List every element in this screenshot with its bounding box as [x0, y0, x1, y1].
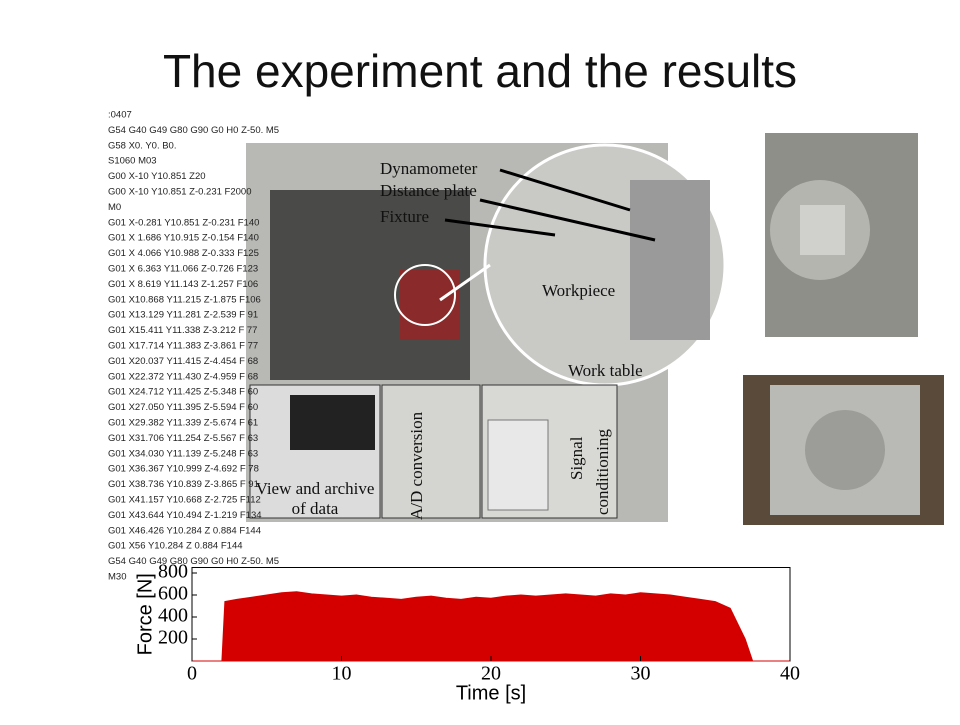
- gcode-line: G54 G40 G49 G80 G90 G0 H0 Z-50. M5: [108, 125, 279, 136]
- y-tick-label: 400: [158, 605, 188, 627]
- gcode-listing: :0407 G54 G40 G49 G80 G90 G0 H0 Z-50. M5 G…: [108, 110, 279, 583]
- photo-label: Fixture: [380, 207, 429, 226]
- gcode-line: G01 X43.644 Y10.494 Z-1.219 F134: [108, 510, 262, 521]
- y-tick-label: 200: [158, 627, 188, 649]
- gcode-line: G01 X29.382 Y11.339 Z-5.674 F 61: [108, 418, 258, 429]
- gcode-line: G01 X34.030 Y11.139 Z-5.248 F 63: [108, 448, 258, 459]
- gcode-line: G01 X38.736 Y10.839 Z-3.865 F 91: [108, 479, 259, 490]
- gcode-line: G01 X27.050 Y11.395 Z-5.594 F 60: [108, 402, 258, 413]
- y-tick-label: 800: [158, 561, 188, 583]
- y-axis-label: Force [N]: [134, 573, 156, 655]
- photo-label: Dynamometer: [380, 159, 478, 178]
- slide-title: The experiment and the results: [163, 45, 797, 97]
- gcode-line: S1060 M03: [108, 156, 157, 167]
- gcode-line: G01 X20.037 Y11.415 Z-4.454 F 68: [108, 356, 258, 367]
- gcode-line: G01 X15.411 Y11.338 Z-3.212 F 77: [108, 325, 257, 336]
- gcode-line: G58 X0. Y0. B0.: [108, 140, 176, 151]
- gcode-line: G01 X36.367 Y10.999 Z-4.692 F 78: [108, 464, 259, 475]
- photo-label: conditioning: [593, 429, 612, 515]
- photo-label: Work table: [568, 361, 643, 380]
- gcode-line: G01 X46.426 Y10.284 Z 0.884 F144: [108, 525, 261, 536]
- gcode-line: G01 X 6.363 Y11.066 Z-0.726 F123: [108, 264, 258, 275]
- gcode-line: G01 X31.706 Y11.254 Z-5.567 F 63: [108, 433, 258, 444]
- gcode-line: G00 X-10 Y10.851 Z20: [108, 171, 206, 182]
- x-tick-label: 0: [187, 663, 197, 685]
- gcode-line: G01 X56 Y10.284 Z 0.884 F144: [108, 541, 243, 552]
- gcode-line: G01 X 1.686 Y10.915 Z-0.154 F140: [108, 233, 259, 244]
- gcode-line: G54 G40 G49 G80 G90 G0 H0 Z-50. M5: [108, 556, 279, 567]
- photo-label: of data: [292, 499, 339, 518]
- x-tick-label: 20: [481, 663, 501, 685]
- gcode-line: G01 X-0.281 Y10.851 Z-0.231 F140: [108, 217, 259, 228]
- gcode-line: G01 X22.372 Y11.430 Z-4.959 F 68: [108, 371, 258, 382]
- x-tick-label: 10: [332, 663, 352, 685]
- photo-label: Signal: [567, 436, 586, 480]
- gcode-line: G01 X13.129 Y11.281 Z-2.539 F 91: [108, 310, 258, 321]
- photo-bottom-right: [743, 375, 944, 525]
- y-tick-label: 600: [158, 583, 188, 605]
- gcode-line: G01 X17.714 Y11.383 Z-3.861 F 77: [108, 341, 258, 352]
- gcode-line: G01 X41.157 Y10.668 Z-2.725 F112: [108, 495, 261, 506]
- force-area: [192, 591, 790, 662]
- gcode-line: G01 X 8.619 Y11.143 Z-1.257 F106: [108, 279, 258, 290]
- photo-top-right: [765, 133, 918, 337]
- gcode-line: :0407: [108, 110, 132, 121]
- photo-label: A/D conversion: [407, 411, 426, 520]
- gcode-line: M30: [108, 572, 126, 583]
- photo-label: Workpiece: [542, 281, 615, 300]
- x-tick-label: 30: [631, 663, 651, 685]
- gcode-line: M0: [108, 202, 121, 213]
- main-photo: [246, 143, 727, 522]
- photo-label: Distance plate: [380, 181, 477, 200]
- x-axis-label: Time [s]: [456, 682, 526, 704]
- gcode-line: G01 X24.712 Y11.425 Z-5.348 F 60: [108, 387, 258, 398]
- gcode-line: G00 X-10 Y10.851 Z-0.231 F2000: [108, 187, 251, 198]
- photo-label: View and archive: [256, 479, 375, 498]
- gcode-line: G01 X 4.066 Y10.988 Z-0.333 F125: [108, 248, 259, 259]
- x-tick-label: 40: [780, 663, 800, 685]
- gcode-line: G01 X10.868 Y11.215 Z-1.875 F106: [108, 294, 261, 305]
